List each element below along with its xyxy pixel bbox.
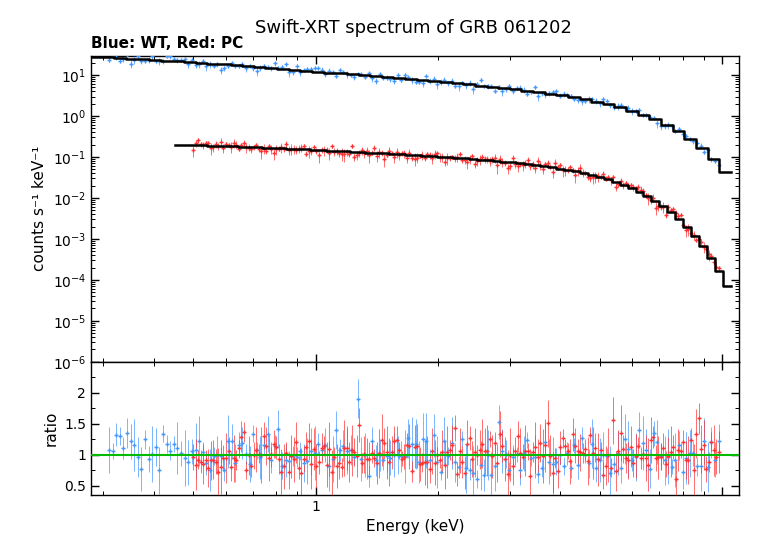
X-axis label: Energy (keV): Energy (keV)	[366, 519, 464, 534]
Text: Swift-XRT spectrum of GRB 061202: Swift-XRT spectrum of GRB 061202	[255, 19, 572, 37]
Y-axis label: counts s⁻¹ keV⁻¹: counts s⁻¹ keV⁻¹	[32, 146, 47, 271]
Y-axis label: ratio: ratio	[43, 410, 58, 446]
Text: Blue: WT, Red: PC: Blue: WT, Red: PC	[91, 36, 243, 51]
